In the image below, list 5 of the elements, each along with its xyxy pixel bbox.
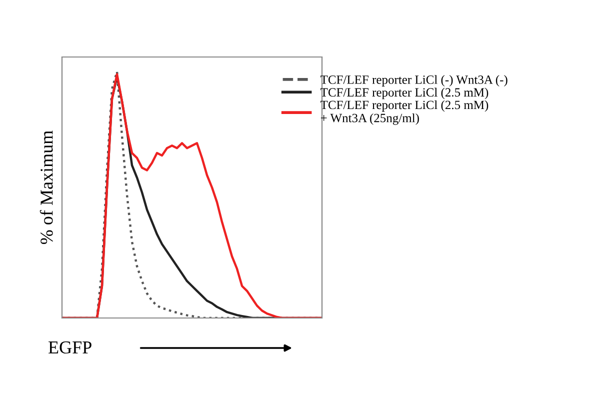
y-axis-title: % of Maximum [40,130,53,244]
legend-label: TCF/LEF reporter LiCl (2.5 mM) + Wnt3A (25ng/ml) [320,100,488,125]
x-axis-title: EGFP [48,341,92,354]
legend-label: TCF/LEF reporter LiCl (-) Wnt3A (-) [320,75,508,86]
legend-label: TCF/LEF reporter LiCl (2.5 mM) [320,88,488,100]
